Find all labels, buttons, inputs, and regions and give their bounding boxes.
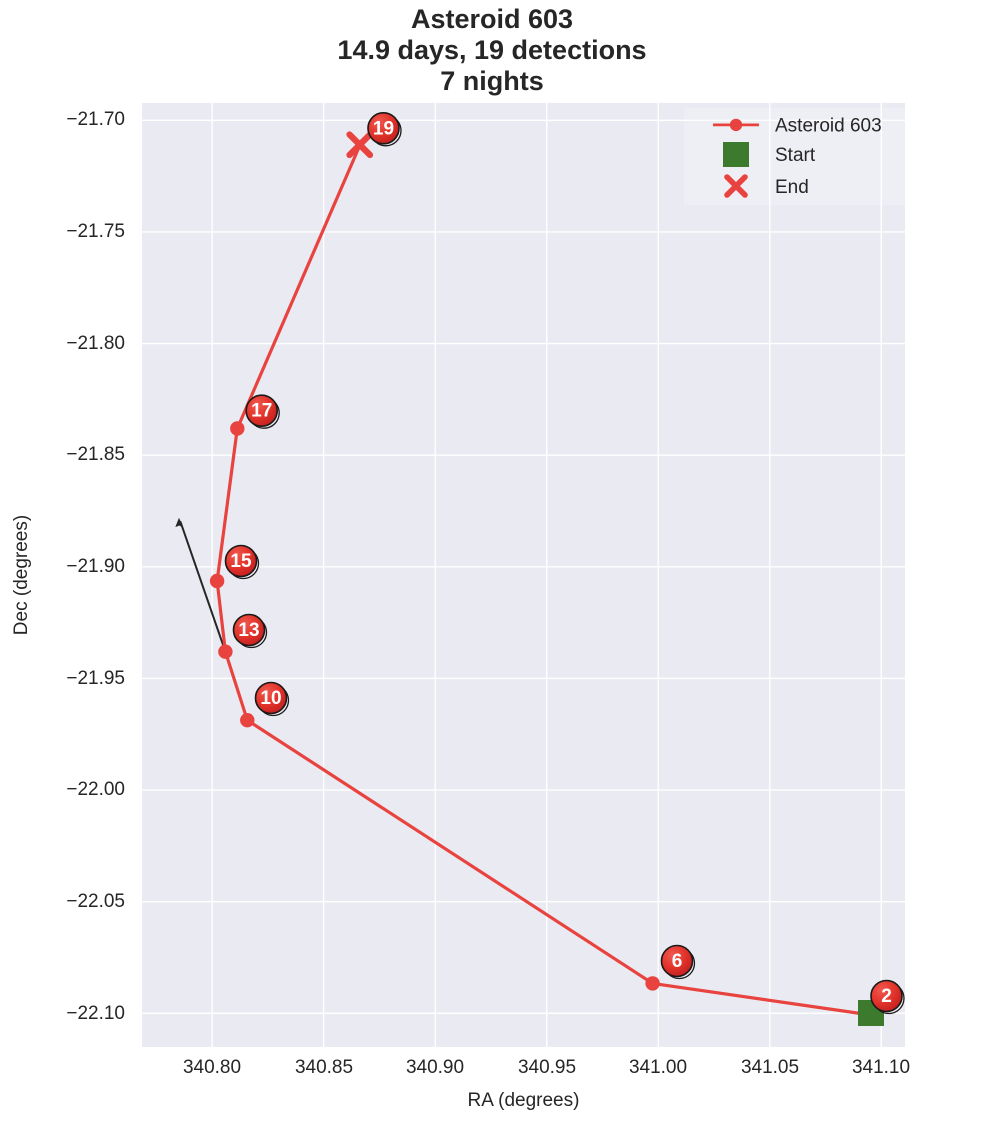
svg-text:6: 6 bbox=[672, 951, 683, 972]
svg-text:Start: Start bbox=[775, 145, 816, 166]
svg-text:2: 2 bbox=[881, 986, 892, 1007]
svg-text:15: 15 bbox=[230, 551, 252, 572]
svg-text:End: End bbox=[775, 177, 809, 198]
svg-text:19: 19 bbox=[373, 118, 394, 139]
svg-text:Asteroid 603: Asteroid 603 bbox=[775, 116, 882, 137]
svg-text:17: 17 bbox=[251, 401, 272, 422]
svg-text:13: 13 bbox=[238, 620, 259, 641]
svg-text:10: 10 bbox=[260, 688, 281, 709]
